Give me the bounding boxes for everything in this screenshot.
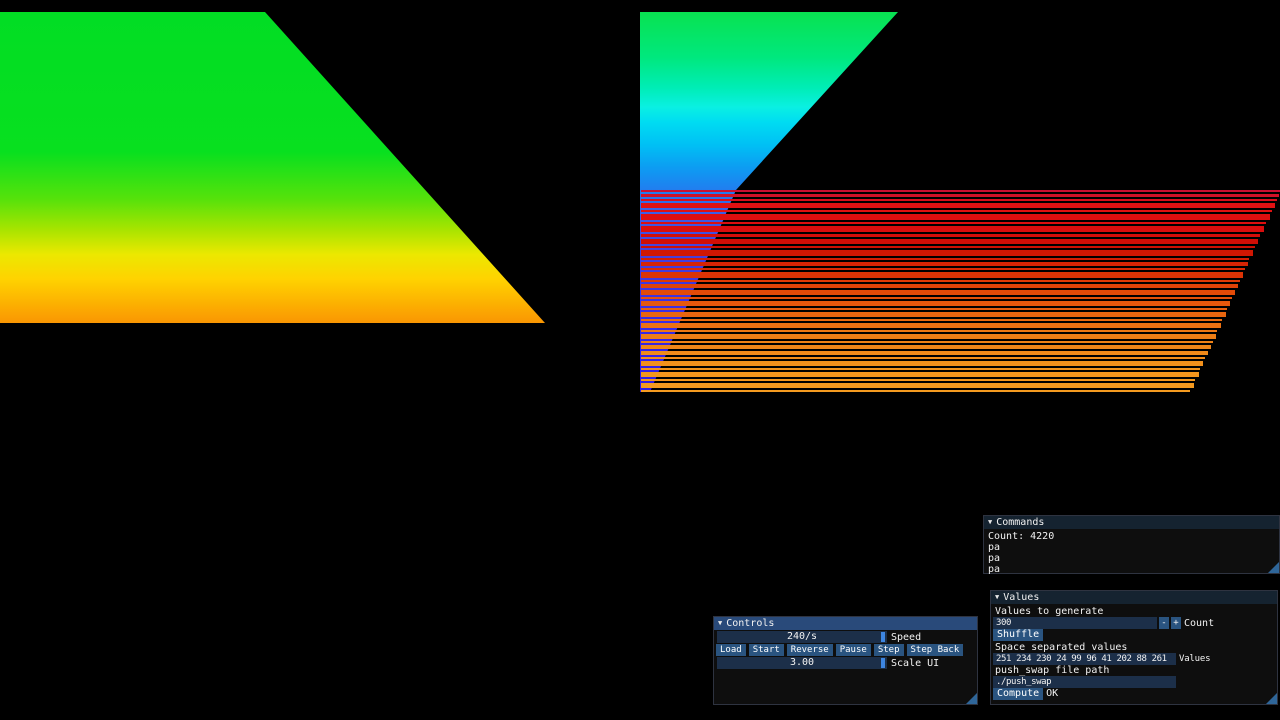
controls-titlebar[interactable]: ▼ Controls [714, 617, 977, 630]
stack-bar [641, 280, 1240, 282]
count-increment-button[interactable]: + [1171, 617, 1181, 629]
stack-bar [641, 210, 1272, 212]
stack-bar [641, 190, 1280, 192]
command-count: Count: 4220 [988, 531, 1055, 542]
stack-bar [641, 379, 1195, 381]
slider-grab[interactable] [881, 632, 885, 642]
collapse-arrow-icon[interactable]: ▼ [995, 593, 1000, 601]
stack-bar [641, 357, 1205, 359]
command-log-line: pa [988, 553, 1001, 564]
compute-status: OK [1046, 688, 1059, 699]
values-title: Values [1003, 592, 1040, 603]
stack-bar [641, 345, 1211, 349]
compute-button[interactable]: Compute [993, 688, 1044, 700]
stack-bar [641, 268, 1245, 270]
resize-grip-icon[interactable] [1268, 562, 1279, 573]
stack-bar [641, 203, 1275, 208]
command-log-line: pa [988, 564, 1001, 575]
slider-grab[interactable] [881, 658, 885, 668]
pushswap-path-label: push_swap file path [995, 665, 1110, 676]
pushswap-path-input[interactable]: ./push_swap [993, 676, 1176, 688]
count-decrement-button[interactable]: - [1159, 617, 1169, 629]
stack-bar [641, 214, 1270, 220]
stack-bar [641, 312, 1226, 317]
collapse-arrow-icon[interactable]: ▼ [988, 518, 993, 526]
stack-a-shape [0, 12, 545, 323]
shuffle-button[interactable]: Shuffle [993, 629, 1044, 641]
speed-label: Speed [891, 632, 922, 643]
reverse-button[interactable]: Reverse [786, 644, 833, 656]
stack-bar [641, 319, 1222, 321]
controls-panel: ▼ Controls 240/s Speed Load Start Reverse Pa… [713, 616, 978, 705]
scale-ui-slider[interactable]: 3.00 [717, 657, 887, 669]
stack-bar [641, 199, 1277, 201]
command-log-line: pa [988, 542, 1001, 553]
scale-ui-slider-value: 3.00 [789, 657, 815, 668]
stack-bar [641, 290, 1235, 295]
stack-bar [641, 262, 1248, 266]
resize-grip-icon[interactable] [966, 693, 977, 704]
stack-bar [641, 239, 1258, 244]
start-button[interactable]: Start [748, 644, 784, 656]
controls-title: Controls [726, 618, 775, 629]
stack-bar [641, 390, 1190, 392]
stack-bar [641, 351, 1208, 355]
stack-bar [641, 250, 1253, 256]
stack-bar [641, 308, 1227, 310]
speed-slider[interactable]: 240/s [717, 631, 887, 643]
space-separated-label: Space separated values [995, 642, 1128, 653]
stack-bar [641, 222, 1266, 224]
stack-bar [641, 372, 1199, 377]
stack-bar [641, 301, 1230, 306]
stack-b-wedge [640, 12, 898, 392]
stack-b-bars [641, 190, 1280, 392]
speed-slider-value: 240/s [786, 631, 818, 642]
stack-bar [641, 361, 1203, 366]
count-label: Count [1184, 618, 1215, 629]
stack-bar [641, 234, 1260, 237]
stack-bar [641, 368, 1200, 370]
stack-bar [641, 226, 1264, 232]
values-generate-label: Values to generate [995, 606, 1104, 617]
step-back-button[interactable]: Step Back [906, 644, 964, 656]
step-button[interactable]: Step [873, 644, 904, 656]
stack-bar [641, 272, 1243, 278]
stack-bar [641, 297, 1232, 299]
commands-panel: ▼ Commands Count: 4220 pa pa pa [983, 515, 1280, 575]
stack-bar [641, 323, 1221, 328]
stack-bar [641, 246, 1255, 248]
values-input-label: Values [1179, 654, 1211, 664]
stack-bar [641, 341, 1213, 343]
stack-bar [641, 330, 1217, 332]
values-titlebar[interactable]: ▼ Values [991, 591, 1277, 604]
stack-bar [641, 258, 1249, 260]
pause-button[interactable]: Pause [835, 644, 871, 656]
stack-bar [641, 334, 1216, 339]
resize-grip-icon[interactable] [1266, 693, 1277, 704]
stack-bar [641, 194, 1279, 197]
values-input[interactable]: 251 234 230 24 99 96 41 202 88 261 [993, 653, 1176, 665]
load-button[interactable]: Load [716, 644, 746, 656]
count-input[interactable]: 300 [993, 617, 1157, 629]
commands-title: Commands [996, 517, 1045, 528]
scale-ui-label: Scale UI [891, 658, 940, 669]
values-panel: ▼ Values Values to generate 300 - + Count… [990, 590, 1278, 705]
stack-bar [641, 383, 1194, 388]
commands-titlebar[interactable]: ▼ Commands [984, 516, 1279, 529]
collapse-arrow-icon[interactable]: ▼ [718, 619, 723, 627]
stack-bar [641, 284, 1238, 288]
